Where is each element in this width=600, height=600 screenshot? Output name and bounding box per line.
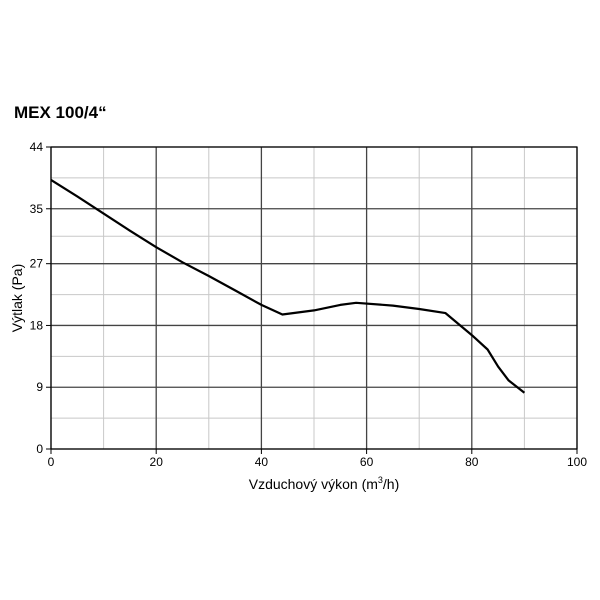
x-tick-label: 20	[150, 455, 164, 469]
x-axis-label-main: Vzduchový výkon (m	[249, 476, 378, 492]
x-axis-label-tail: /h)	[383, 476, 399, 492]
plot-frame	[50, 146, 578, 450]
x-tick-label: 0	[48, 455, 55, 469]
y-axis-label: Výtlak (Pa)	[9, 264, 25, 332]
series-line	[50, 178, 526, 394]
y-tick-label: 35	[30, 202, 44, 216]
x-tick-label: 80	[465, 455, 479, 469]
x-tick-label: 100	[567, 455, 587, 469]
x-axis-label-sup: 3	[378, 475, 383, 485]
x-axis-label: Vzduchový výkon (m3/h)	[249, 475, 400, 492]
x-tick-label: 60	[360, 455, 374, 469]
tick-marks	[46, 146, 578, 454]
y-tick-label: 27	[30, 257, 44, 271]
chart-title: MEX 100/4“	[14, 103, 107, 122]
x-tick-label: 40	[255, 455, 269, 469]
y-tick-label: 44	[30, 140, 44, 154]
y-tick-label: 9	[36, 380, 43, 394]
tick-labels: 0 20 40 60 80 100 0 9 18 27 35 44	[30, 140, 588, 469]
y-tick-label: 18	[30, 318, 44, 332]
y-tick-label: 0	[36, 442, 43, 456]
minor-grid	[51, 147, 577, 449]
